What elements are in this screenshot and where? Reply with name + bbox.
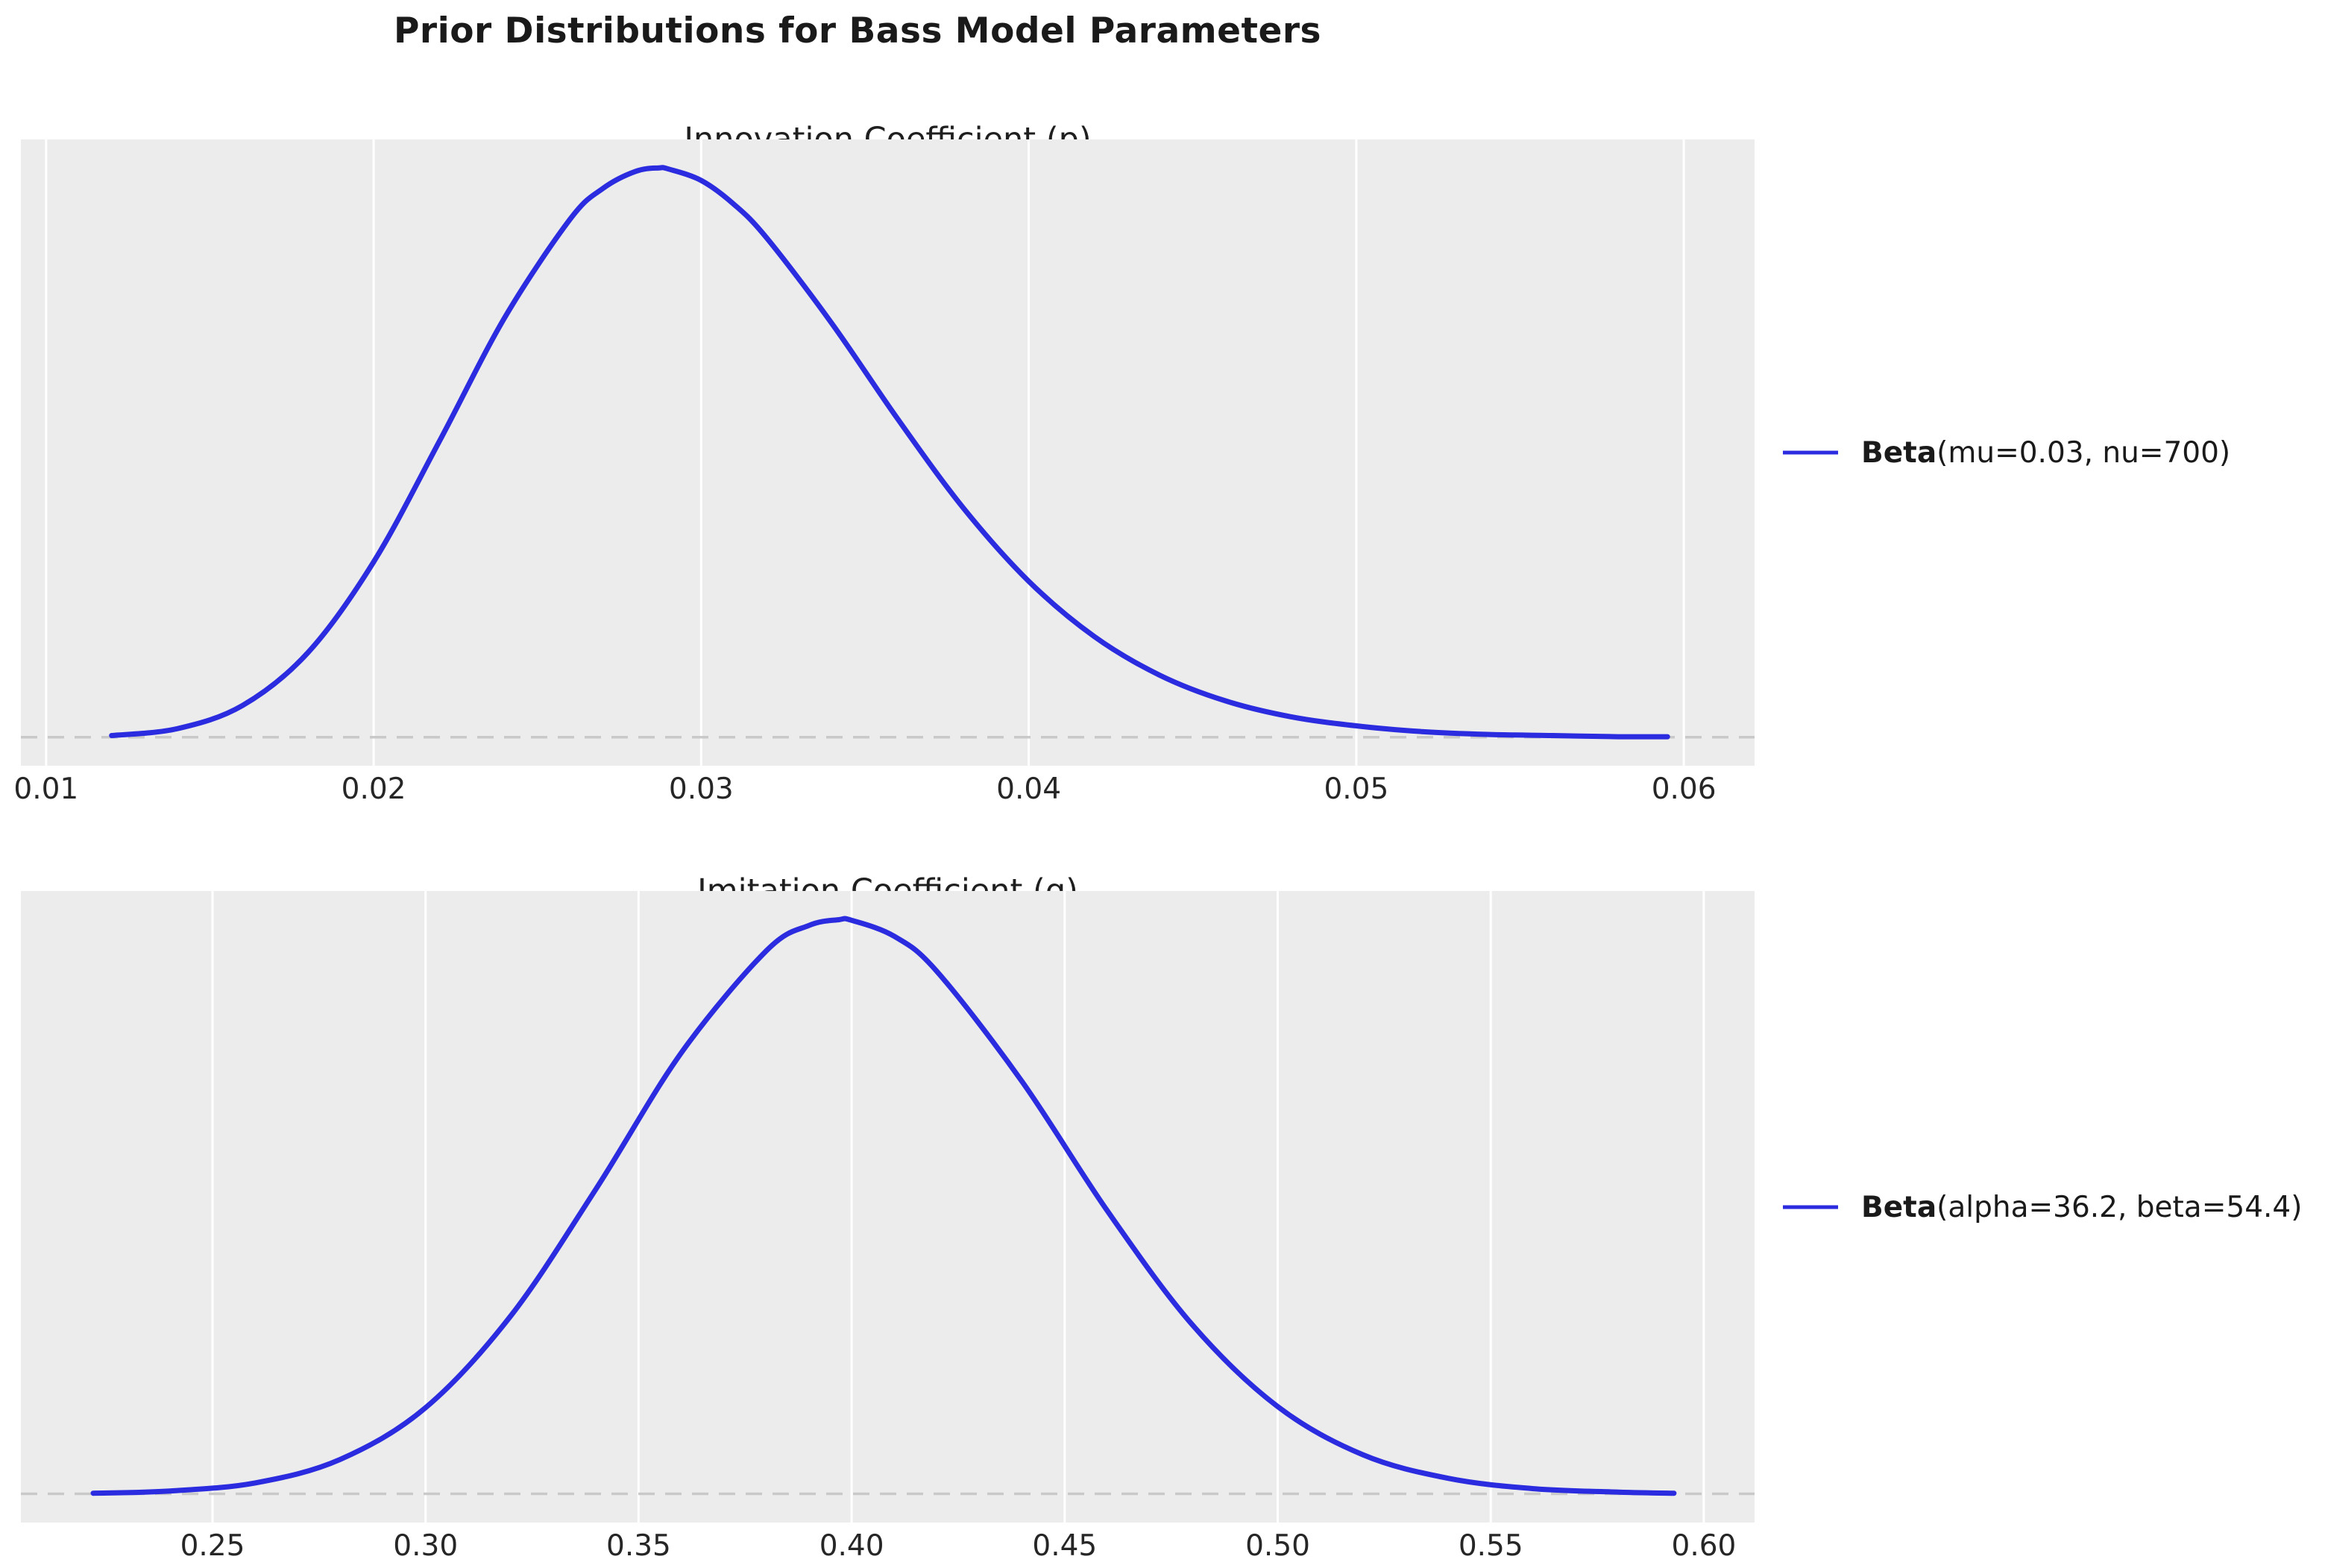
plot-area-innovation <box>21 139 1755 766</box>
legend-imitation: Beta(alpha=36.2, beta=54.4) <box>1781 1186 2302 1229</box>
x-tick-label: 0.55 <box>1458 1529 1523 1563</box>
x-tick-label: 0.02 <box>341 772 406 806</box>
legend-innovation: Beta(mu=0.03, nu=700) <box>1781 431 2230 474</box>
imitation-plot-svg <box>21 891 1755 1523</box>
x-tick-label: 0.05 <box>1324 772 1389 806</box>
legend-label-params: (alpha=36.2, beta=54.4) <box>1937 1190 2303 1224</box>
legend-label-bold: Beta <box>1861 435 1937 470</box>
legend-label-bold: Beta <box>1861 1190 1937 1224</box>
innovation-plot-svg <box>21 139 1755 766</box>
x-tick-label: 0.06 <box>1651 772 1717 806</box>
legend-line-sample <box>1783 450 1838 455</box>
x-tick-label: 0.03 <box>668 772 734 806</box>
figure-title: Prior Distributions for Bass Model Param… <box>393 10 1322 51</box>
x-tick-label: 0.04 <box>996 772 1062 806</box>
x-tick-label: 0.60 <box>1671 1529 1737 1563</box>
x-tick-label: 0.45 <box>1032 1529 1098 1563</box>
legend-label: Beta(alpha=36.2, beta=54.4) <box>1861 1191 2302 1224</box>
beta-pdf-curve <box>90 916 1677 1496</box>
x-tick-label: 0.25 <box>180 1529 245 1563</box>
legend-label: Beta(mu=0.03, nu=700) <box>1861 436 2230 470</box>
x-tick-label: 0.35 <box>606 1529 671 1563</box>
legend-label-params: (mu=0.03, nu=700) <box>1937 435 2231 470</box>
legend-line-sample <box>1783 1205 1838 1209</box>
x-tick-label: 0.01 <box>13 772 79 806</box>
x-tick-label: 0.30 <box>393 1529 459 1563</box>
x-tick-label: 0.50 <box>1245 1529 1310 1563</box>
plot-area-imitation <box>21 891 1755 1523</box>
beta-pdf-curve <box>109 165 1670 740</box>
x-tick-label: 0.40 <box>819 1529 884 1563</box>
